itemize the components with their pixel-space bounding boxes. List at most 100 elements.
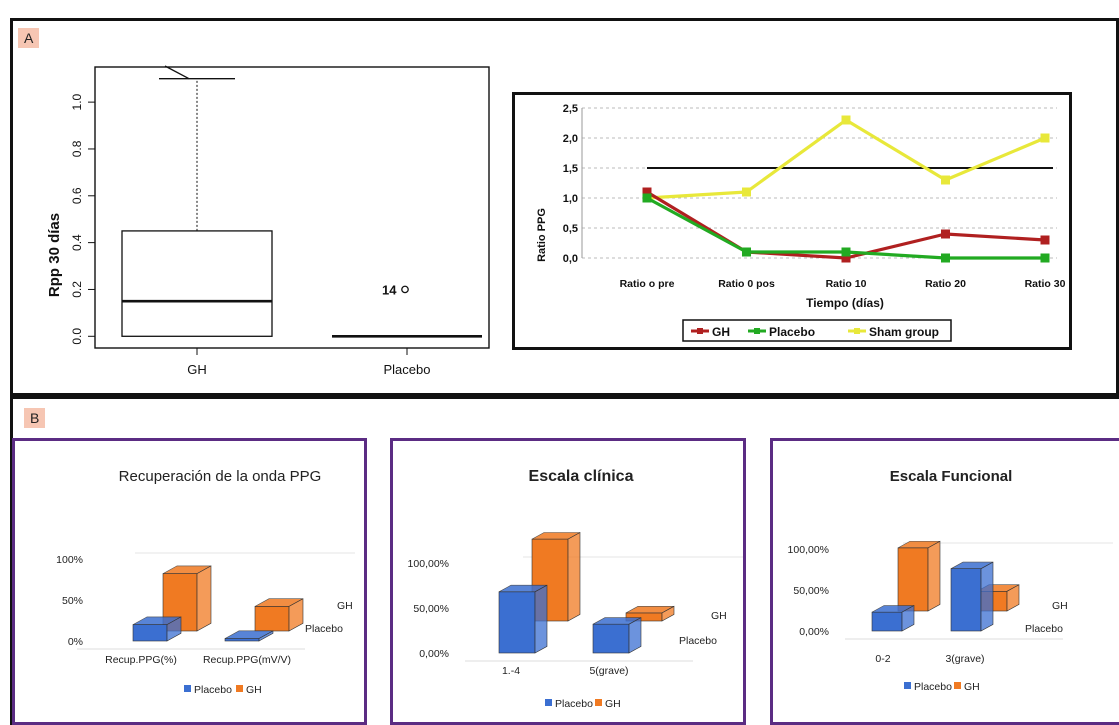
line-ytick-label: 2,5 (563, 103, 578, 115)
bar-placebo-1 (224, 630, 274, 642)
bar-depth-label-gh: GH (337, 600, 353, 612)
bar-legend-swatch (595, 699, 602, 706)
boxplot-box-gh (121, 230, 273, 337)
bar-category-label: Recup.PPG(%) (105, 654, 177, 666)
bar-ytick-label: 50,00% (793, 585, 829, 597)
bar-legend-label: GH (964, 681, 980, 693)
line-legend-marker (754, 328, 760, 334)
bar-gh-1 (254, 598, 304, 632)
line-point (1040, 235, 1050, 245)
line-point (941, 253, 950, 263)
boxplot-outlier-label: 14 (382, 282, 397, 297)
bar-ytick-label: 100,00% (408, 558, 449, 570)
bar-depth-label-gh: GH (711, 610, 727, 622)
line-ytick-label: 0,5 (563, 223, 578, 235)
boxplot-outlier-point (401, 285, 409, 294)
boxplot-ylabel: Rpp 30 días (46, 213, 63, 297)
boxplot-ytick-label: 0.0 (70, 328, 84, 345)
boxplot-frame (94, 66, 490, 349)
bar-ytick-label: 0,00% (799, 626, 829, 638)
bar-ytick-label: 100,00% (788, 544, 829, 556)
bar-legend-label: Placebo (555, 698, 593, 710)
bar-category-label: 3(grave) (945, 653, 984, 665)
line-point (1040, 133, 1050, 143)
line-xlabel: Tiempo (días) (806, 296, 884, 310)
bar-category-label: Recup.PPG(mV/V) (203, 654, 291, 666)
bar-category-label: 0-2 (875, 653, 890, 665)
line-ylabel: Ratio PPG (536, 208, 548, 262)
bar-chart-title: Escala Funcional (890, 468, 1013, 485)
line-ytick-label: 2,0 (563, 133, 578, 145)
line-point (841, 247, 851, 257)
bar-depth-label-placebo: Placebo (1025, 623, 1063, 635)
boxplot-ytick-label: 0.6 (70, 187, 84, 204)
bar-legend-swatch (184, 685, 191, 692)
line-point (841, 115, 851, 125)
bar-chart-title: Escala clínica (529, 468, 634, 485)
bar-depth-label-placebo: Placebo (679, 635, 717, 647)
bar-category-label: 1.-4 (502, 665, 520, 677)
bar-placebo-0 (871, 605, 915, 632)
bar-placebo-0 (498, 584, 548, 654)
line-point (941, 229, 950, 239)
panel-a-label: A (18, 28, 40, 48)
bar-chart-2: Escala clínica 0,00% 50,00% 100,00% 1.-4 5(gr… (408, 468, 743, 710)
panel-b (10, 396, 1119, 725)
bar-gh-1 (625, 605, 675, 622)
bar-category-label: 5(grave) (589, 665, 628, 677)
bar-placebo-0 (132, 616, 182, 642)
line-chart-frame (512, 92, 1072, 350)
line-legend-label: Sham group (869, 325, 939, 339)
line-point (1040, 253, 1050, 263)
line-xtick-label: Ratio 30 (1025, 278, 1066, 290)
panel-a (10, 18, 1119, 396)
boxplot-xtick-label: Placebo (384, 362, 431, 377)
bar-placebo-1 (592, 617, 642, 654)
line-point (742, 187, 751, 197)
bar-ytick-label: 50,00% (413, 603, 449, 615)
line-ytick-label: 0,0 (563, 253, 578, 265)
boxplot-ytick-label: 1.0 (70, 93, 84, 110)
bar-chart-title: Recuperación de la onda PPG (119, 468, 322, 485)
bar-chart-1: Recuperación de la onda PPG 0% 50% 100% Recu… (56, 468, 355, 696)
bar-gh-0 (897, 540, 941, 612)
bar-legend-swatch (236, 685, 243, 692)
bar-depth-label-gh: GH (1052, 600, 1068, 612)
boxplot-xtick-label: GH (187, 362, 207, 377)
line-ytick-label: 1,0 (563, 193, 578, 205)
line-legend-label: Placebo (769, 325, 815, 339)
bar-legend-swatch (954, 682, 961, 689)
line-point (642, 193, 652, 203)
line-point (941, 175, 950, 185)
line-legend-marker (697, 328, 703, 334)
bar-depth-label-placebo: Placebo (305, 623, 343, 635)
boxplot-whisker-cap-diag (164, 65, 190, 80)
line-legend-label: GH (712, 325, 730, 339)
boxplot-chart: Rpp 30 días 0.0 0.2 0.4 0.6 0.8 1.0 14 GH Plac… (46, 65, 490, 377)
boxplot-ytick-label: 0.4 (70, 234, 84, 251)
line-chart: Ratio PPG Tiempo (días) 0,0 0,5 1,0 1,5 2,0 2… (536, 103, 1066, 342)
bar-legend-label: Placebo (914, 681, 952, 693)
line-series-sham-group (646, 118, 1046, 200)
line-legend-box (682, 319, 952, 342)
line-xtick-label: Ratio 10 (826, 278, 867, 290)
bar-legend-label: GH (246, 684, 262, 696)
line-ytick-label: 1,5 (563, 163, 578, 175)
boxplot-ytick-label: 0.8 (70, 140, 84, 157)
line-xtick-label: Ratio 20 (925, 278, 966, 290)
bar-ytick-label: 100% (56, 554, 83, 566)
line-xtick-label: Ratio o pre (620, 278, 675, 290)
bar-chart-3-frame (770, 438, 1119, 725)
line-xtick-label: Ratio 0 pos (718, 278, 775, 290)
bar-ytick-label: 0% (68, 636, 83, 648)
bar-chart-3: Escala Funcional 0,00% 50,00% 100,00% 0-2 3(g… (788, 468, 1113, 693)
bar-ytick-label: 0,00% (419, 648, 449, 660)
panel-b-label: B (24, 408, 46, 428)
bar-legend-swatch (545, 699, 552, 706)
bar-legend-label: GH (605, 698, 621, 710)
bar-placebo-1 (950, 561, 994, 632)
line-legend-marker (854, 328, 860, 334)
line-point (742, 247, 751, 257)
bar-legend-swatch (904, 682, 911, 689)
